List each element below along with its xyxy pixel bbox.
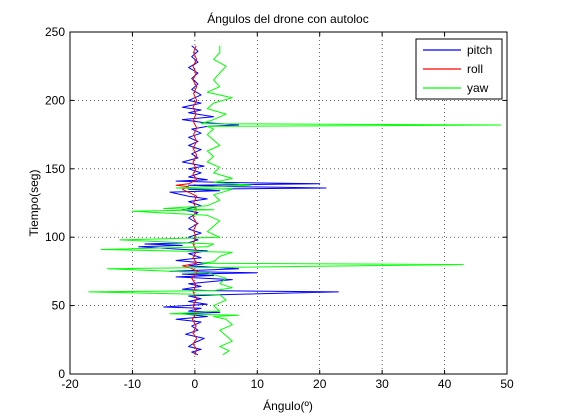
plot-frame (69, 31, 508, 375)
series-line-yaw (88, 45, 502, 356)
y-tick-label: 150 (45, 162, 65, 176)
x-tick-label: -10 (124, 377, 142, 391)
legend-label-yaw: yaw (467, 81, 489, 95)
x-tick-label: 10 (251, 377, 265, 391)
y-axis-label: Tiempo(seg) (27, 170, 41, 237)
y-tick-label: 250 (45, 25, 65, 39)
axis-ticks: -20 -10 0 10 20 30 40 50 0 50 100 150 200 250 (45, 25, 514, 391)
x-tick-label: 20 (313, 377, 327, 391)
series-line-roll (175, 45, 199, 355)
x-tick-label: -20 (61, 377, 79, 391)
y-tick-label: 200 (45, 93, 65, 107)
series-layer (88, 45, 502, 356)
chart-title: Ángulos del drone con autoloc (207, 11, 368, 26)
x-tick-label: 50 (500, 377, 514, 391)
legend-label-roll: roll (467, 62, 483, 76)
x-tick-label: 30 (375, 377, 389, 391)
y-tick-label: 50 (52, 299, 66, 313)
series-line-pitch (138, 45, 339, 356)
x-axis-label: Ángulo(º) (263, 398, 313, 413)
x-tick-label: 0 (192, 377, 199, 391)
legend: pitch roll yaw (415, 38, 503, 100)
grid-lines (70, 32, 507, 374)
y-tick-label: 100 (45, 230, 65, 244)
x-tick-label: 40 (438, 377, 452, 391)
legend-label-pitch: pitch (467, 43, 492, 57)
y-tick-label: 0 (58, 367, 65, 381)
